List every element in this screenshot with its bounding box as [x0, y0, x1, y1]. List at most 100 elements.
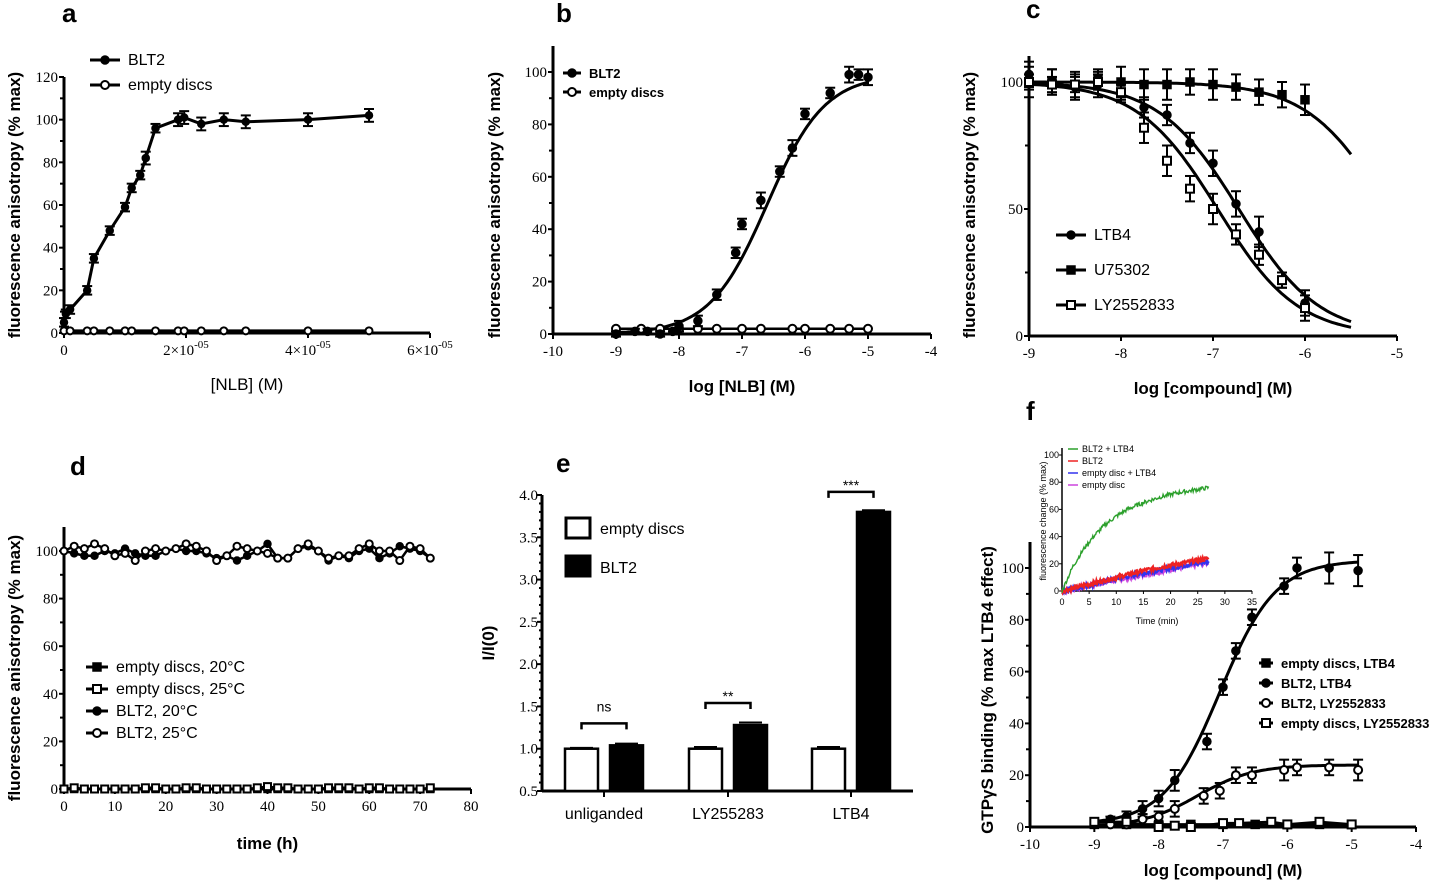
data-point — [90, 784, 100, 794]
significance-bracket — [827, 490, 875, 498]
data-point — [1185, 183, 1195, 194]
bar — [563, 747, 600, 793]
data-point — [755, 323, 766, 334]
x-tick-label: -9 — [1088, 837, 1101, 853]
data-point — [151, 123, 160, 133]
y-tick-label: 100 — [1044, 450, 1059, 460]
data-point — [241, 117, 251, 127]
data-point — [1246, 770, 1257, 781]
data-point — [179, 326, 189, 336]
data-point — [1277, 89, 1287, 100]
y-tick-label: 50 — [1008, 202, 1023, 218]
data-point — [1093, 77, 1103, 87]
data-point — [324, 553, 334, 563]
data-point — [1153, 822, 1164, 832]
data-point — [65, 326, 75, 336]
legend-label: BLT2, 20°C — [116, 703, 198, 720]
x-tick-label: 30 — [209, 799, 224, 815]
x-tick-label: -7 — [736, 344, 749, 360]
panel-label: b — [556, 0, 572, 28]
data-point — [1169, 820, 1180, 831]
data-point — [1231, 199, 1241, 209]
data-point — [110, 551, 120, 561]
x-axis-title: log [compound] (M) — [1134, 379, 1293, 398]
legend-label: BLT2 — [128, 52, 165, 69]
bar — [810, 747, 847, 793]
data-point — [151, 326, 160, 336]
data-point — [201, 784, 211, 794]
series-1 — [59, 782, 435, 794]
data-point — [1066, 300, 1076, 310]
data-point — [100, 784, 110, 794]
x-tick-mantissa: 2×10 — [163, 343, 194, 359]
x-tick-label: -7 — [1217, 837, 1230, 853]
inset-series-0 — [1061, 485, 1210, 593]
panel-b: b 0 20 40 60 80 100 -10 -9 -8 -7 -6 -5 -4 log [NLB] (M… — [485, 0, 938, 396]
y-tick-label: 100 — [1001, 75, 1024, 91]
data-point — [130, 784, 140, 794]
data-point — [1282, 819, 1293, 830]
data-point — [405, 784, 415, 794]
data-point — [737, 323, 747, 334]
x-tick-label: -6 — [799, 344, 812, 360]
data-point — [92, 684, 102, 694]
x-tick-label: -6 — [1299, 346, 1312, 362]
y-axis-title: fluorescence change (% max) — [1038, 461, 1048, 580]
legend-label: empty disc — [1082, 480, 1126, 490]
data-point — [100, 80, 110, 90]
x-tick-label: 0 — [60, 343, 68, 359]
data-point — [140, 783, 150, 793]
y-tick-label: 4.0 — [519, 488, 538, 504]
data-point — [825, 88, 835, 98]
series-3 — [59, 539, 435, 566]
data-point — [354, 544, 364, 554]
x-tick-label: 20 — [158, 799, 173, 815]
fit-curve — [615, 80, 869, 335]
data-point — [151, 551, 160, 561]
data-point — [395, 541, 405, 551]
data-point — [1208, 158, 1218, 169]
legend-label: empty discs, LY2552833 — [1281, 716, 1429, 731]
x-tick-label: -5 — [1391, 346, 1404, 362]
x-tick-label: LTB4 — [832, 806, 869, 823]
data-point — [611, 329, 621, 339]
data-point — [1198, 790, 1209, 801]
bar — [855, 510, 892, 793]
series-line — [62, 113, 370, 323]
data-point — [130, 549, 140, 558]
data-point — [89, 254, 99, 263]
y-tick-label: 20 — [43, 283, 58, 299]
data-point — [120, 784, 130, 794]
data-point — [92, 662, 102, 672]
data-point — [219, 115, 229, 124]
legend-label: empty disc + LTB4 — [1082, 468, 1156, 478]
data-point — [232, 556, 242, 565]
legend: LTB4 U75302 LY2552833 — [1056, 227, 1175, 314]
data-point — [1300, 95, 1310, 105]
data-point — [263, 782, 272, 792]
bar — [687, 747, 724, 793]
data-point — [120, 202, 130, 212]
data-point — [273, 553, 283, 563]
data-point — [425, 553, 435, 563]
legend: empty discs, 20°C empty discs, 25°C BLT2, … — [86, 659, 245, 742]
data-point — [59, 318, 69, 327]
significance-bracket — [580, 722, 628, 730]
data-point — [179, 113, 189, 122]
data-point — [863, 72, 873, 82]
y-tick-label: 60 — [43, 639, 58, 655]
data-point — [191, 541, 201, 551]
data-point — [1353, 565, 1363, 576]
y-tick-label: 20 — [1009, 768, 1024, 784]
data-point — [92, 728, 102, 738]
data-point — [1116, 87, 1126, 98]
data-point — [1218, 682, 1228, 692]
data-point — [242, 784, 252, 794]
data-point — [82, 286, 92, 295]
data-point — [59, 546, 69, 556]
legend: empty discs BLT2 — [564, 516, 684, 578]
data-point — [567, 87, 577, 97]
data-point — [1277, 275, 1287, 286]
